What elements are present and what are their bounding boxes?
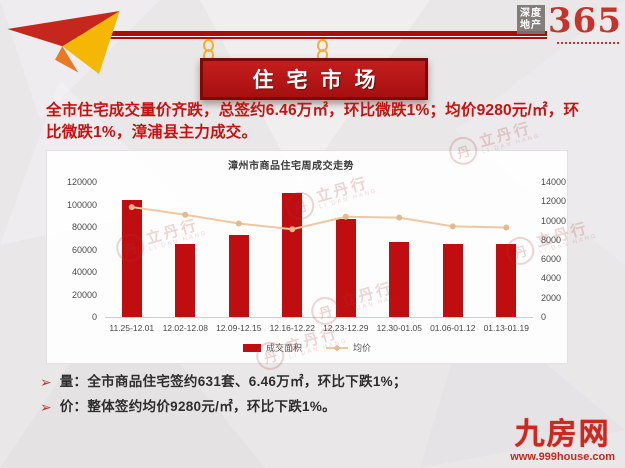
line-marker [182,211,189,218]
line-swatch [326,346,348,349]
key-point-row: ➢ 量：全市商品住宅签约631套、6.46万㎡，环比下跌1%； [40,372,608,392]
brand-logo: 深度 地产 365 [517,1,622,41]
x-axis-label: 01.06-01.12 [430,323,476,333]
brand-box: 深度 地产 [517,5,546,34]
bar-12.09-12.15 [228,234,249,317]
x-axis-label: 12.16-12.22 [269,323,315,333]
right-axis-tick-label: 12000 [541,196,567,207]
bar-swatch [242,343,261,352]
brand-tagline-decoration [557,42,619,44]
right-axis-tick-label: 8000 [541,234,562,245]
left-axis-tick-label: 0 [91,312,97,322]
line-marker [235,220,242,227]
legend-label: 均价 [353,343,372,353]
left-axis-tick-label: 60000 [71,244,97,255]
left-axis-tick-label: 120000 [66,177,97,187]
header-rule [45,31,547,39]
x-axis-label: 12.30-01.05 [376,323,422,333]
rope-chain-icon [315,39,330,64]
bar-01.06-01.12 [442,243,463,317]
bar-12.23-12.29 [335,219,356,317]
key-points: ➢ 量：全市商品住宅签约631套、6.46万㎡，环比下跌1%； ➢ 价：整体签约均价9… [40,372,608,417]
left-axis-tick-label: 80000 [71,222,97,232]
legend-label: 成交面积 [265,343,302,353]
legend-item-line: 均价 [326,341,371,354]
left-axis-tick-label: 100000 [66,199,97,210]
key-point-row: ➢ 价：整体签约均价9280元/㎡，环比下跌1%。 [40,397,608,417]
right-axis-tick-label: 2000 [541,292,562,303]
legend-item-bar: 成交面积 [242,341,302,354]
line-marker [503,224,510,231]
right-axis-tick-label: 4000 [541,273,562,284]
bar-01.13-01.19 [496,244,517,317]
right-axis-tick-label: 10000 [541,215,567,226]
right-axis-tick-label: 14000 [541,177,567,187]
chart-title: 漳州市商品住宅周成交走势 [228,161,354,172]
summary-text: 全市住宅成交量价齐跌，总签约6.46万㎡，环比微跌1%；均价9280元/㎡，环比… [46,102,580,141]
arrow-bullet-icon: ➢ [40,374,52,390]
footer-brand: 九房网 www.999house.com [510,420,615,464]
key-point-text: 价：整体签约均价9280元/㎡，环比下跌1%。 [59,399,336,414]
x-axis-label: 12.23-12.29 [323,323,369,333]
left-axis-tick-label: 20000 [71,289,97,300]
weekly-transaction-chart: 漳州市商品住宅周成交走势 0 20000 40000 60000 80000 100000… [46,150,568,364]
section-title-text: 住宅市场 [252,67,389,92]
brand-number: 365 [548,1,622,41]
right-axis-tick-label: 0 [541,312,547,322]
footer-website: www.999house.com [510,451,615,463]
brand-box-line2: 地产 [520,20,543,31]
line-marker [449,223,456,230]
left-axis-tick-label: 40000 [71,267,97,277]
x-axis-label: 12.02-12.08 [162,323,208,333]
x-axis-line [105,317,533,318]
key-point-text: 量：全市商品住宅签约631套、6.46万㎡，环比下跌1%； [59,374,407,389]
x-axis-label: 01.13-01.19 [483,323,529,333]
brand-box-line1: 深度 [520,8,543,19]
x-axis-label: 12.09-12.15 [216,323,262,333]
paper-plane-icon [5,5,127,80]
right-axis-tick-label: 6000 [541,254,562,265]
bar-11.25-12.01 [121,200,142,317]
x-axis-label: 11.25-12.01 [109,323,155,333]
bar-12.16-12.22 [282,193,303,317]
footer-logo-text: 九房网 [514,417,611,452]
bar-12.02-12.08 [175,243,196,317]
section-title-banner: 住宅市场 [200,58,428,100]
arrow-bullet-icon: ➢ [40,399,52,415]
chart-legend: 成交面积 均价 [47,341,567,354]
rope-chain-icon [201,39,216,64]
bar-12.30-01.05 [389,241,410,317]
line-marker [396,214,403,221]
